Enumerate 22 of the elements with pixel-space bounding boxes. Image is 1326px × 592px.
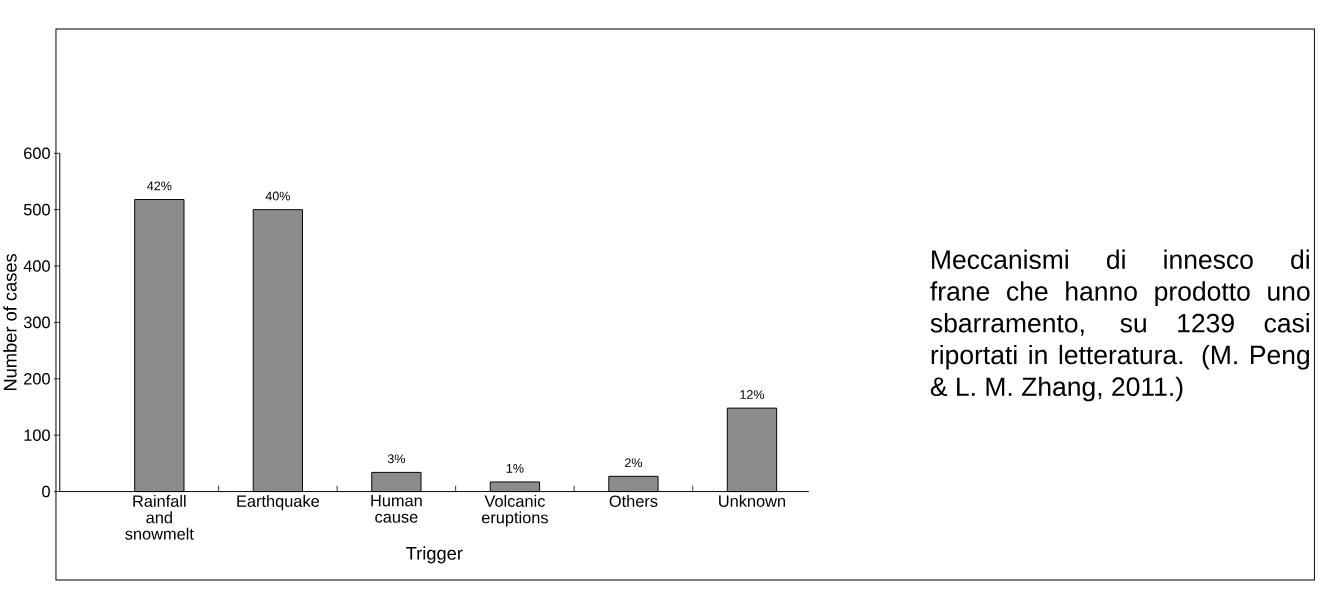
y-axis-title: Number of cases	[3, 253, 17, 390]
y-tick-label: 100	[24, 429, 50, 441]
y-tick-label: 300	[23, 316, 50, 328]
x-tick-label: Human cause	[371, 494, 422, 523]
y-tick-label: 400	[23, 260, 50, 272]
x-axis-title: Trigger	[406, 546, 463, 564]
x-tick-label: Volcanic eruptions	[481, 494, 548, 527]
annotation: 1%	[506, 463, 524, 473]
x-tick-label: Unknown	[719, 494, 786, 507]
annotation: 2%	[625, 458, 643, 467]
y-tick-label: 200	[24, 372, 50, 385]
text: Meccanismi di innesco di frane che hanno prodotto uno sbarramento, su 1239 casi riportati in letteratura. (M. Peng & L. M. Zhang, 2011.)	[930, 249, 1310, 402]
annotation: 40%	[265, 191, 290, 201]
x-tick-label: Earthquake	[237, 494, 319, 510]
annotation: 12%	[740, 389, 765, 399]
y-tick-label: 0	[42, 485, 50, 498]
x-tick-label: Rainfall and snowmelt	[125, 494, 194, 540]
annotation: 42%	[147, 181, 172, 191]
x-tick-label: Others	[609, 494, 658, 507]
y-tick-label: 500	[23, 203, 50, 216]
y-tick-label: 600	[24, 147, 50, 159]
annotation: 3%	[387, 454, 405, 463]
